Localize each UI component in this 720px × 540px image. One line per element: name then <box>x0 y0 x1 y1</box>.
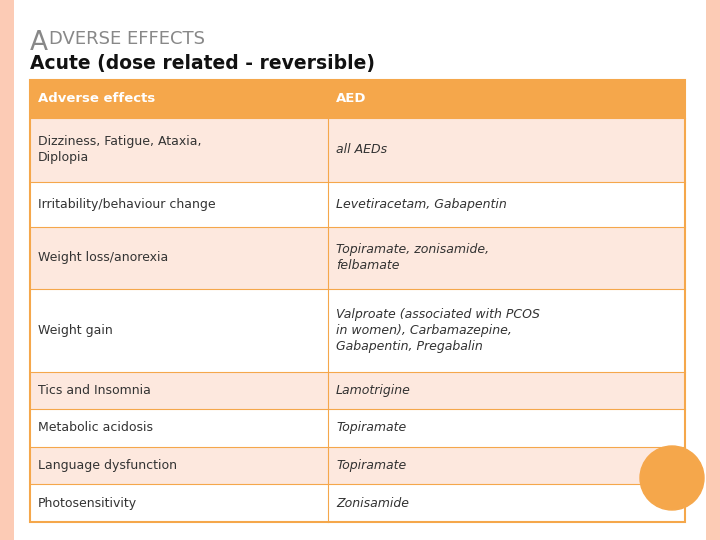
Bar <box>328 118 685 181</box>
Circle shape <box>640 446 704 510</box>
Text: Zonisamide: Zonisamide <box>336 497 409 510</box>
Text: Dizziness, Fatigue, Ataxia,
Diplopia: Dizziness, Fatigue, Ataxia, Diplopia <box>38 135 202 164</box>
Bar <box>706 0 720 540</box>
Text: Language dysfunction: Language dysfunction <box>38 459 177 472</box>
Text: Valproate (associated with PCOS
in women), Carbamazepine,
Gabapentin, Pregabalin: Valproate (associated with PCOS in women… <box>336 308 540 353</box>
Bar <box>328 181 685 227</box>
Bar <box>328 372 685 409</box>
Bar <box>30 409 328 447</box>
Bar <box>30 80 685 522</box>
Bar <box>328 289 685 372</box>
Bar <box>328 484 685 522</box>
Text: Irritability/behaviour change: Irritability/behaviour change <box>38 198 215 211</box>
Text: Metabolic acidosis: Metabolic acidosis <box>38 421 153 435</box>
Bar <box>328 80 685 118</box>
Bar <box>30 118 328 181</box>
Text: Lamotrigine: Lamotrigine <box>336 384 411 397</box>
Text: Weight loss/anorexia: Weight loss/anorexia <box>38 251 168 264</box>
Bar <box>30 227 328 289</box>
Text: Topiramate: Topiramate <box>336 421 406 435</box>
Text: Acute (dose related - reversible): Acute (dose related - reversible) <box>30 54 375 73</box>
Text: Topiramate, zonisamide,
felbamate: Topiramate, zonisamide, felbamate <box>336 243 489 272</box>
Text: all AEDs: all AEDs <box>336 143 387 156</box>
Text: Adverse effects: Adverse effects <box>38 92 156 105</box>
Text: Weight gain: Weight gain <box>38 323 113 336</box>
Bar <box>328 409 685 447</box>
Bar <box>30 484 328 522</box>
Bar <box>30 181 328 227</box>
Bar <box>328 227 685 289</box>
Bar <box>30 372 328 409</box>
Bar <box>30 80 328 118</box>
Text: A: A <box>30 30 48 56</box>
Text: Tics and Insomnia: Tics and Insomnia <box>38 384 151 397</box>
Text: AED: AED <box>336 92 366 105</box>
Text: DVERSE EFFECTS: DVERSE EFFECTS <box>49 30 205 48</box>
Bar <box>0 0 14 540</box>
Text: Photosensitivity: Photosensitivity <box>38 497 137 510</box>
Bar <box>30 289 328 372</box>
Text: Topiramate: Topiramate <box>336 459 406 472</box>
Text: Levetiracetam, Gabapentin: Levetiracetam, Gabapentin <box>336 198 507 211</box>
Bar <box>328 447 685 484</box>
Bar <box>30 447 328 484</box>
